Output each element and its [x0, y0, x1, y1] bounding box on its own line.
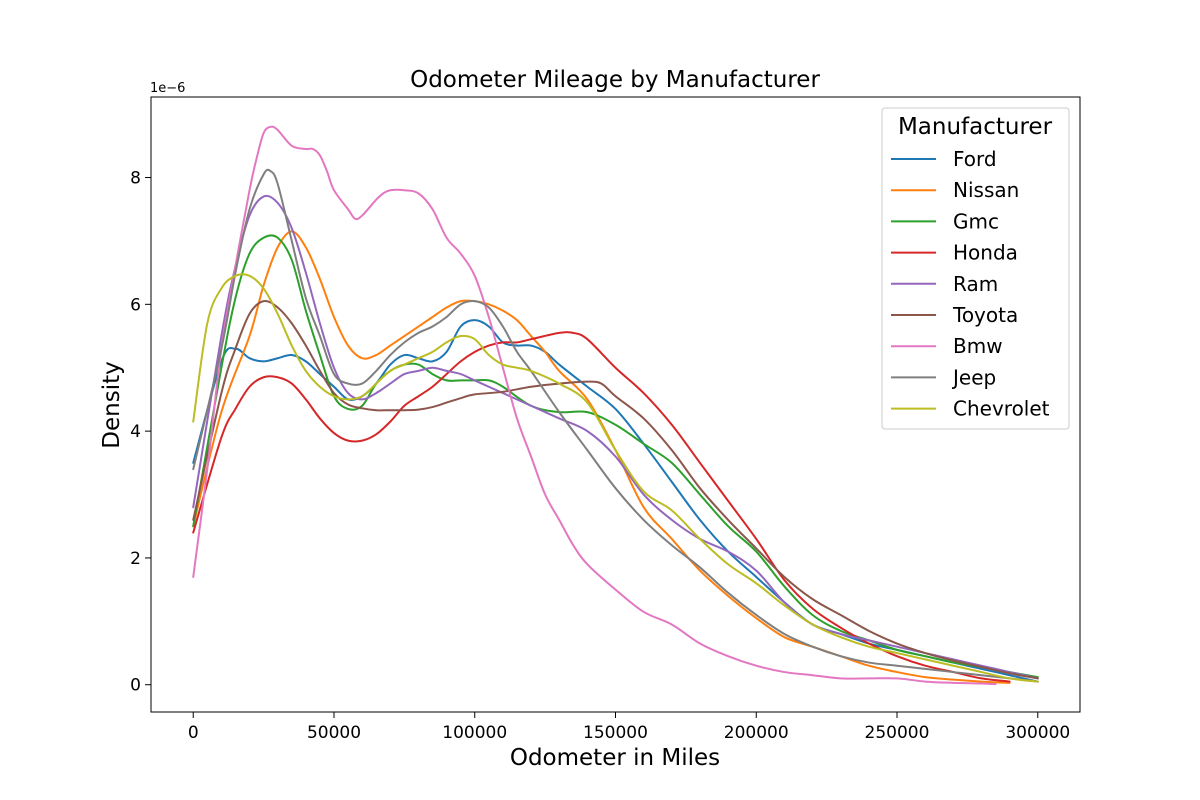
legend-label-gmc: Gmc [953, 209, 999, 233]
series-line-ram [192, 194, 1039, 680]
legend-label-bmw: Bmw [953, 334, 1003, 358]
series-line-toyota [192, 299, 1039, 680]
y-tick-label: 6 [130, 295, 141, 315]
x-tick-label: 300000 [1005, 723, 1070, 743]
series-line-honda [192, 331, 1011, 683]
legend-title: Manufacturer [898, 114, 1053, 140]
series-line-jeep [192, 168, 1039, 683]
legend-box [881, 107, 1070, 430]
x-tick-label: 150000 [583, 723, 648, 743]
legend-label-chevrolet: Chevrolet [953, 397, 1050, 421]
legend-label-jeep: Jeep [951, 365, 996, 389]
y-scale-label: 1e−6 [150, 81, 185, 96]
legend: Manufacturer Ford Nissan Gmc Honda Ram Toyota… [881, 107, 1070, 430]
plot-lines [192, 125, 1039, 686]
series-line-chevrolet [192, 273, 1039, 683]
x-axis-ticks: 0 50000 100000 150000 200000 250000 300000 [188, 712, 1070, 743]
x-tick-label: 0 [188, 723, 199, 743]
x-tick-label: 200000 [724, 723, 789, 743]
legend-label-ram: Ram [953, 272, 998, 296]
y-axis-label: Density [99, 361, 125, 448]
legend-label-honda: Honda [953, 241, 1018, 265]
legend-label-ford: Ford [953, 147, 997, 171]
series-line-gmc [192, 234, 1039, 679]
legend-label-toyota: Toyota [952, 303, 1018, 327]
legend-label-nissan: Nissan [953, 178, 1019, 202]
y-tick-label: 4 [130, 422, 141, 442]
chart-title: Odometer Mileage by Manufacturer [410, 67, 820, 93]
x-tick-label: 50000 [307, 723, 361, 743]
y-axis-ticks: 0 2 4 6 8 [130, 169, 151, 696]
series-line-bmw [192, 125, 997, 686]
y-tick-label: 8 [130, 169, 141, 189]
x-tick-label: 100000 [442, 723, 507, 743]
y-tick-label: 2 [130, 549, 141, 569]
x-axis-label: Odometer in Miles [510, 745, 720, 771]
legend-items: Ford Nissan Gmc Honda Ram Toyota Bmw Jeep Chevro… [891, 147, 1050, 421]
y-tick-label: 0 [130, 676, 141, 696]
x-tick-label: 250000 [865, 723, 930, 743]
